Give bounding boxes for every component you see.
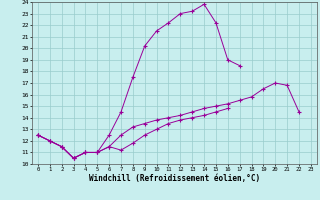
X-axis label: Windchill (Refroidissement éolien,°C): Windchill (Refroidissement éolien,°C) — [89, 174, 260, 183]
